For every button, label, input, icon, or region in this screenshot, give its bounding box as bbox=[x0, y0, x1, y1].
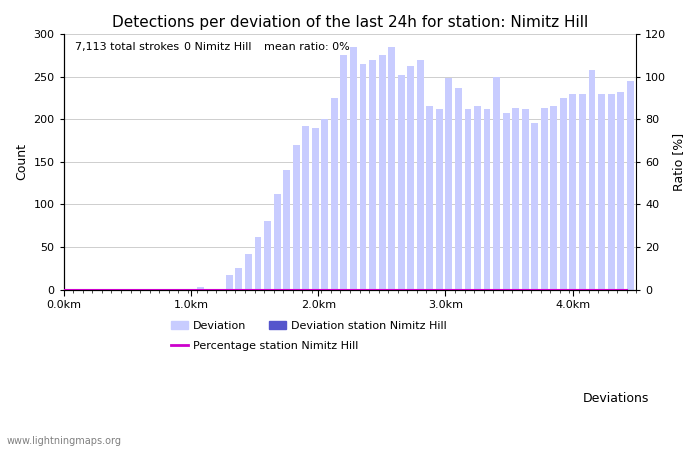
Bar bbox=[608, 94, 615, 289]
Bar bbox=[379, 55, 386, 289]
Bar bbox=[512, 108, 519, 289]
Bar bbox=[570, 94, 576, 289]
Bar bbox=[416, 59, 424, 289]
Bar bbox=[284, 170, 290, 289]
Bar bbox=[197, 287, 204, 289]
Bar bbox=[398, 75, 405, 289]
Bar bbox=[503, 113, 510, 289]
Bar bbox=[531, 123, 538, 289]
Bar bbox=[235, 268, 242, 289]
Bar bbox=[312, 128, 318, 289]
Bar bbox=[617, 92, 624, 289]
Bar bbox=[274, 194, 281, 289]
Bar bbox=[579, 94, 586, 289]
Bar bbox=[589, 70, 596, 289]
Bar bbox=[541, 108, 547, 289]
Bar bbox=[321, 119, 328, 289]
Bar bbox=[293, 145, 300, 289]
Bar bbox=[407, 66, 414, 289]
Bar bbox=[255, 237, 261, 289]
Bar bbox=[389, 47, 395, 289]
Bar bbox=[550, 106, 557, 289]
Text: www.lightningmaps.org: www.lightningmaps.org bbox=[7, 436, 122, 446]
Text: mean ratio: 0%: mean ratio: 0% bbox=[264, 41, 350, 52]
Bar bbox=[484, 109, 491, 289]
Bar bbox=[455, 89, 462, 289]
Bar bbox=[264, 221, 271, 289]
Bar bbox=[302, 126, 309, 289]
Bar bbox=[350, 47, 357, 289]
Legend: Percentage station Nimitz Hill: Percentage station Nimitz Hill bbox=[167, 337, 363, 356]
Text: Deviations: Deviations bbox=[583, 392, 649, 405]
Bar bbox=[626, 81, 634, 289]
Bar bbox=[465, 109, 471, 289]
Bar bbox=[245, 254, 252, 289]
Bar bbox=[598, 94, 605, 289]
Bar bbox=[493, 76, 500, 289]
Bar bbox=[474, 105, 481, 289]
Bar bbox=[331, 98, 338, 289]
Y-axis label: Count: Count bbox=[15, 143, 28, 180]
Bar bbox=[360, 64, 366, 289]
Bar bbox=[226, 275, 233, 289]
Text: 0 Nimitz Hill: 0 Nimitz Hill bbox=[184, 41, 251, 52]
Bar bbox=[369, 59, 376, 289]
Bar bbox=[426, 106, 433, 289]
Bar bbox=[560, 98, 567, 289]
Bar bbox=[522, 109, 528, 289]
Title: Detections per deviation of the last 24h for station: Nimitz Hill: Detections per deviation of the last 24h… bbox=[112, 15, 588, 30]
Y-axis label: Ratio [%]: Ratio [%] bbox=[672, 133, 685, 191]
Text: 7,113 total strokes: 7,113 total strokes bbox=[75, 41, 179, 52]
Bar bbox=[340, 55, 347, 289]
Bar bbox=[436, 109, 443, 289]
Bar bbox=[445, 78, 452, 289]
